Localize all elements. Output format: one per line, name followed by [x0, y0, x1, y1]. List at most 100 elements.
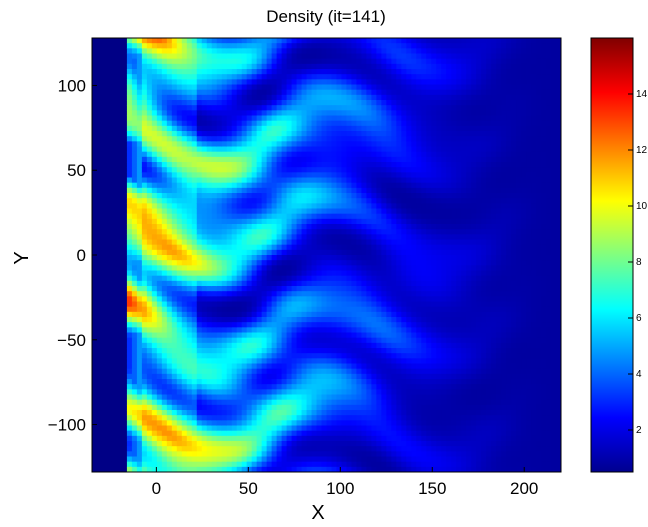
heatmap-cell	[386, 100, 392, 106]
heatmap-cell	[181, 327, 188, 334]
heatmap-cell	[231, 332, 238, 339]
heatmap-cell	[171, 379, 178, 385]
heatmap-cell	[151, 63, 158, 70]
heatmap-cell	[216, 89, 223, 96]
heatmap-cell	[176, 286, 183, 292]
heatmap-cell	[311, 182, 318, 189]
heatmap-cell	[256, 234, 263, 241]
heatmap-cell	[106, 441, 113, 447]
heatmap-cell	[141, 69, 148, 75]
heatmap-cell	[121, 131, 128, 137]
heatmap-cell	[336, 342, 343, 349]
heatmap-cell	[311, 255, 318, 261]
heatmap-cell	[371, 244, 377, 251]
heatmap-cell	[176, 234, 183, 241]
heatmap-cell	[346, 451, 353, 458]
heatmap-cell	[246, 373, 253, 380]
heatmap-cell	[221, 435, 228, 442]
heatmap-cell	[141, 348, 148, 354]
heatmap-cell	[216, 74, 223, 80]
heatmap-cell	[331, 58, 338, 65]
heatmap-cell	[221, 296, 228, 303]
heatmap-cell	[271, 306, 278, 313]
heatmap-cell	[301, 280, 308, 287]
heatmap-cell	[336, 286, 343, 292]
heatmap-cell	[361, 100, 368, 106]
heatmap-cell	[196, 131, 203, 137]
heatmap-cell	[226, 322, 233, 328]
heatmap-cell	[286, 461, 293, 468]
heatmap-cell	[376, 342, 382, 349]
heatmap-cell	[151, 389, 158, 396]
heatmap-cell	[361, 342, 368, 349]
heatmap-cell	[126, 348, 133, 354]
heatmap-cell	[186, 311, 193, 318]
heatmap-cell	[181, 291, 188, 297]
heatmap-cell	[216, 373, 223, 380]
heatmap-cell	[176, 301, 183, 308]
heatmap-cell	[171, 182, 178, 189]
heatmap-cell	[366, 110, 372, 117]
heatmap-cell	[121, 265, 128, 272]
heatmap-cell	[181, 100, 188, 106]
heatmap-cell	[106, 38, 113, 44]
heatmap-cell	[236, 358, 243, 365]
heatmap-cell	[181, 389, 188, 396]
heatmap-cell	[151, 38, 158, 44]
heatmap-cell	[271, 110, 278, 117]
heatmap-cell	[326, 311, 333, 318]
heatmap-cell	[286, 156, 293, 163]
heatmap-cell	[191, 213, 198, 220]
heatmap-cell	[196, 317, 203, 323]
heatmap-cell	[116, 296, 123, 303]
heatmap-cell	[271, 373, 278, 380]
heatmap-cell	[321, 270, 328, 277]
heatmap-cell	[126, 260, 133, 266]
heatmap-cell	[381, 317, 387, 323]
heatmap-cell	[231, 363, 238, 370]
heatmap-cell	[351, 172, 358, 179]
heatmap-cell	[111, 327, 118, 334]
heatmap-cell	[246, 224, 253, 230]
heatmap-cell	[286, 125, 293, 132]
heatmap-cell	[156, 456, 163, 463]
heatmap-cell	[346, 136, 353, 142]
heatmap-cell	[221, 156, 228, 163]
heatmap-cell	[326, 363, 333, 370]
heatmap-cell	[381, 348, 387, 354]
heatmap-cell	[246, 301, 253, 308]
heatmap-cell	[116, 410, 123, 416]
heatmap-cell	[241, 63, 248, 70]
heatmap-cell	[186, 441, 193, 447]
heatmap-cell	[286, 275, 293, 282]
heatmap-cell	[171, 461, 178, 468]
heatmap-cell	[111, 301, 118, 308]
heatmap-cell	[151, 301, 158, 308]
heatmap-cell	[226, 162, 233, 168]
heatmap-cell	[371, 410, 377, 416]
heatmap-cell	[381, 337, 387, 344]
heatmap-cell	[346, 379, 353, 385]
heatmap-cell	[261, 125, 268, 132]
heatmap-cell	[366, 249, 372, 256]
heatmap-cell	[281, 94, 288, 101]
heatmap-cell	[191, 311, 198, 318]
heatmap-cell	[271, 265, 278, 272]
heatmap-cell	[286, 146, 293, 153]
heatmap-cell	[351, 296, 358, 303]
heatmap-cell	[286, 69, 293, 75]
heatmap-cell	[386, 115, 392, 122]
heatmap-cell	[206, 353, 213, 359]
heatmap-cell	[121, 156, 128, 163]
heatmap-cell	[321, 322, 328, 328]
heatmap-cell	[181, 353, 188, 359]
heatmap-cell	[276, 415, 283, 421]
heatmap-cell	[92, 244, 98, 251]
heatmap-cell	[106, 379, 113, 385]
heatmap-cell	[241, 430, 248, 437]
heatmap-cell	[296, 379, 303, 385]
heatmap-cell	[161, 234, 168, 241]
heatmap-cell	[161, 332, 168, 339]
heatmap-cell	[326, 63, 333, 70]
heatmap-cell	[361, 94, 368, 101]
